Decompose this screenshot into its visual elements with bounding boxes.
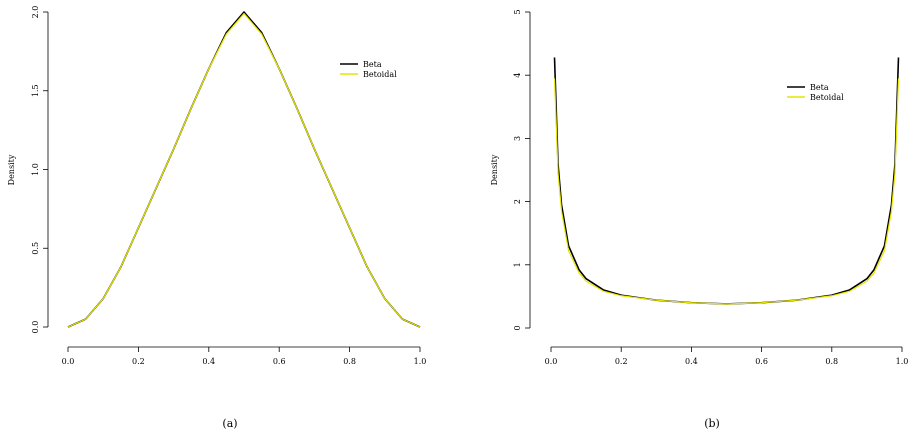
x-tick-label: 1.0: [896, 357, 909, 366]
panel-caption: (a): [222, 417, 237, 430]
y-tick-label: 1: [513, 262, 522, 267]
series-line-betoidal: [67, 12, 421, 328]
y-tick-label: 4: [513, 73, 522, 78]
x-tick-label: 0.4: [202, 357, 215, 366]
x-tick-label: 0.2: [615, 357, 628, 366]
x-tick-label: 0.8: [825, 357, 838, 366]
series-line-beta: [553, 57, 900, 305]
y-tick-label: 3: [513, 136, 522, 141]
y-tick-label: 0.0: [31, 321, 40, 334]
legend-label-beta: Beta: [810, 83, 829, 92]
legend-label-betoidal: Betoidal: [363, 70, 397, 79]
legend-label-beta: Beta: [363, 60, 382, 69]
x-tick-label: 0.8: [343, 357, 356, 366]
x-tick-label: 0.2: [132, 357, 145, 366]
y-axis-title: Density: [7, 154, 16, 185]
x-tick-label: 0.4: [685, 357, 698, 366]
x-tick-label: 0.0: [545, 357, 558, 366]
chart-panel-1: 0.0 0.2 0.4 0.6 0.8 1.0 0.0 0.5 1.0 1.5 2.0 Density…: [7, 6, 426, 430]
x-tick-label: 0.6: [273, 357, 286, 366]
x-tick-label: 0.6: [755, 357, 768, 366]
panel-caption: (b): [704, 417, 720, 430]
x-tick-label: 0.0: [62, 357, 75, 366]
x-tick-label: 1.0: [414, 357, 427, 366]
legend-label-betoidal: Betoidal: [810, 93, 844, 102]
y-axis-title: Density: [490, 154, 499, 185]
chart-panel-2: 0.0 0.2 0.4 0.6 0.8 1.0 0 1 2 3 4 5 Density BetaBetoi…: [490, 9, 908, 430]
y-tick-label: 2.0: [31, 6, 40, 19]
y-tick-label: 5: [513, 9, 522, 14]
y-tick-label: 0.5: [31, 242, 40, 255]
y-tick-label: 1.5: [31, 84, 40, 97]
y-tick-label: 1.0: [31, 163, 40, 176]
y-tick-label: 2: [513, 199, 522, 204]
y-tick-label: 0: [513, 325, 522, 330]
series-line-betoidal: [553, 78, 900, 305]
